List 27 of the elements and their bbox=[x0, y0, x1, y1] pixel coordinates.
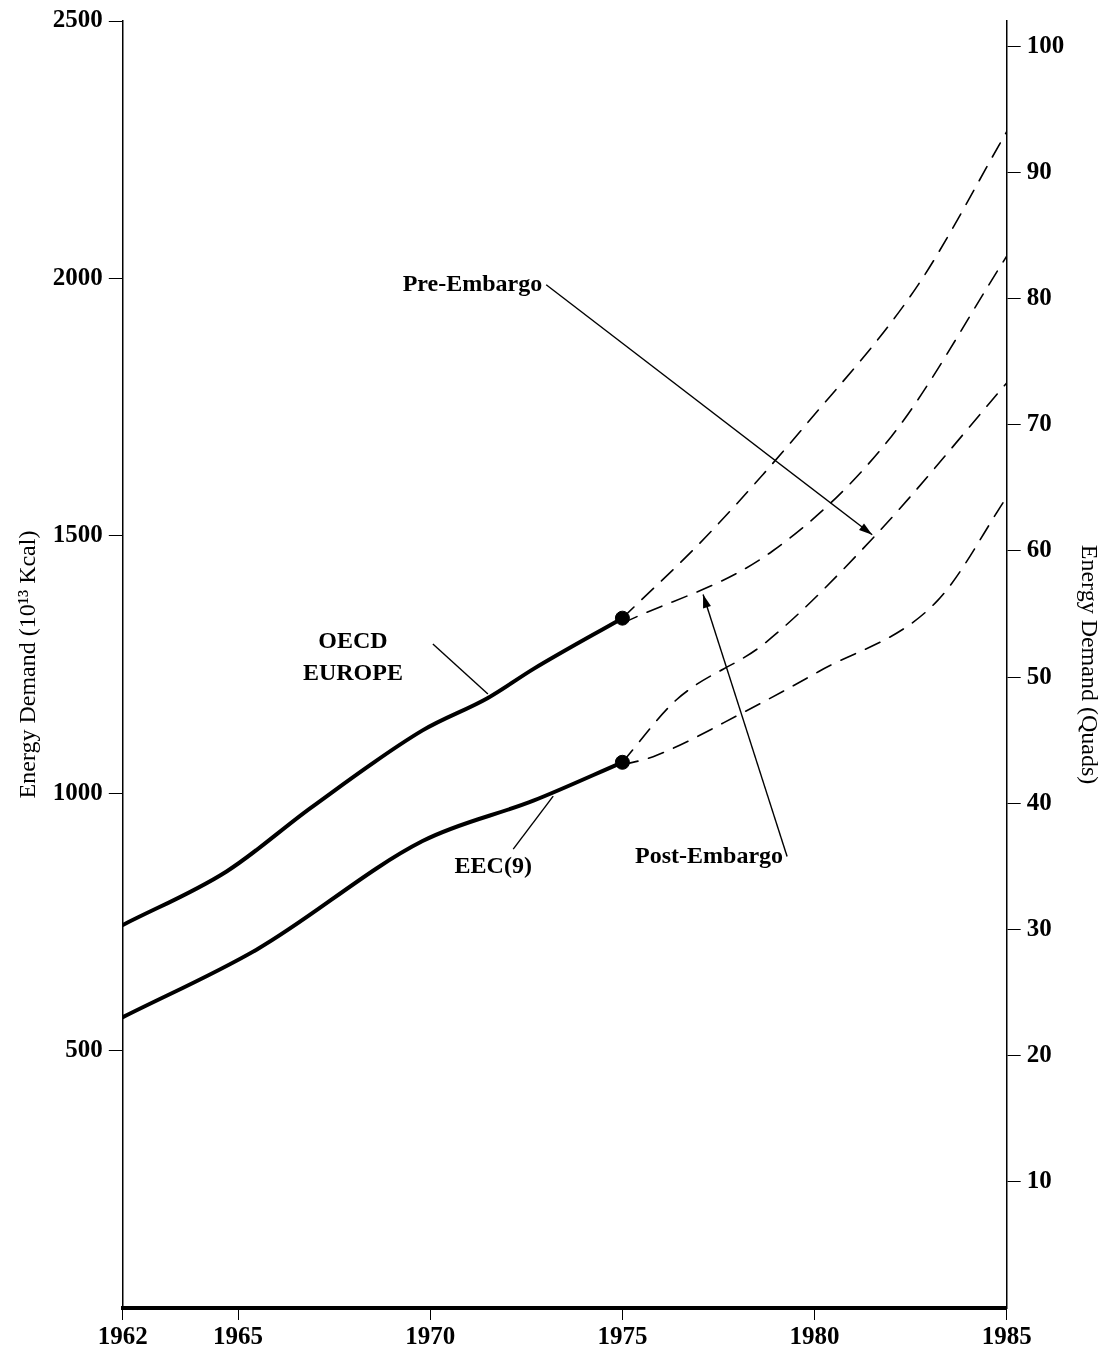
x-tick-label: 1965 bbox=[213, 1322, 264, 1350]
y-tick-label: 1500 bbox=[52, 520, 103, 548]
x-tick-label: 1980 bbox=[789, 1322, 840, 1350]
y2-tick-label: 50 bbox=[1026, 661, 1052, 689]
y-axis-title: Energy Demand (10¹³ Kcal) bbox=[13, 530, 40, 799]
legend-label: OECD EUROPE bbox=[302, 627, 403, 686]
x-tick-label: 1975 bbox=[597, 1322, 648, 1350]
annotation: Pre-Embargo bbox=[402, 269, 543, 296]
x-tick-label: 1962 bbox=[97, 1322, 148, 1350]
series-label: EEC(9) bbox=[454, 852, 532, 879]
annotation: Post-Embargo bbox=[635, 841, 784, 868]
y2-tick-label: 100 bbox=[1026, 30, 1065, 58]
y-tick-label: 2500 bbox=[52, 5, 103, 33]
y2-tick-label: 10 bbox=[1026, 1166, 1052, 1194]
y2-tick-label: 70 bbox=[1026, 409, 1052, 437]
y2-tick-label: 20 bbox=[1026, 1040, 1052, 1068]
y2-tick-label: 90 bbox=[1026, 156, 1052, 184]
x-tick-label: 1985 bbox=[981, 1322, 1032, 1350]
y2-tick-label: 60 bbox=[1026, 535, 1052, 563]
y2-tick-label: 80 bbox=[1026, 283, 1052, 311]
y2-axis-title: Energy Demand (Quads) bbox=[1077, 544, 1104, 785]
x-tick-label: 1970 bbox=[405, 1322, 456, 1350]
y2-tick-label: 40 bbox=[1026, 787, 1052, 815]
y2-tick-label: 30 bbox=[1026, 913, 1052, 941]
y-tick-label: 1000 bbox=[52, 777, 103, 805]
y-tick-label: 500 bbox=[65, 1035, 103, 1063]
y-tick-label: 2000 bbox=[52, 262, 103, 290]
